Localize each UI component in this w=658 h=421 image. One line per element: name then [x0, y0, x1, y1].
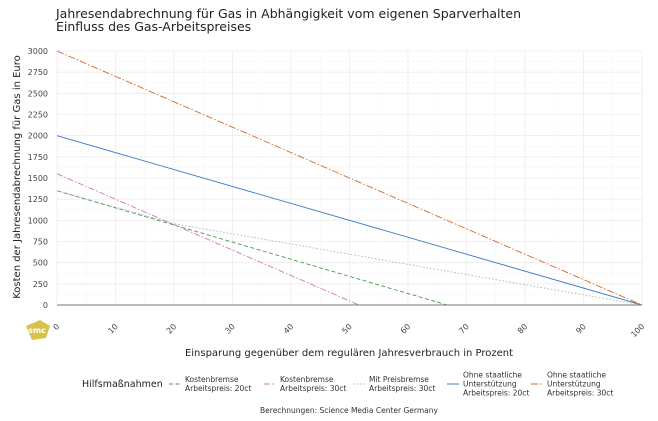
- x-tick-label: 80: [516, 322, 530, 336]
- x-tick-label: 70: [457, 322, 471, 336]
- y-tick-label: 2750: [28, 68, 48, 77]
- chart-subtitle: Einfluss des Gas-Arbeitspreises: [56, 19, 251, 34]
- logo-text: smc: [28, 326, 46, 335]
- chart-title: Jahresendabrechnung für Gas in Abhängigk…: [55, 6, 521, 21]
- legend-label: Unterstützung: [547, 380, 601, 389]
- legend-label: Kostenbremse: [280, 375, 334, 384]
- legend-label: Arbeitspreis: 30ct: [369, 384, 435, 393]
- y-tick-label: 0: [43, 301, 48, 310]
- x-tick-label: 40: [282, 322, 296, 336]
- y-tick-label: 250: [33, 280, 48, 289]
- smc-logo: smc: [26, 320, 50, 340]
- x-ticks: 0 10 20 30 40 50 60 70 80 90 100: [51, 322, 646, 339]
- legend-label: Mit Preisbremse: [369, 375, 429, 384]
- y-tick-label: 1000: [28, 216, 48, 225]
- y-tick-label: 2000: [28, 132, 48, 141]
- legend-label: Arbeitspreis: 30ct: [280, 384, 346, 393]
- y-tick-label: 1250: [28, 195, 48, 204]
- x-tick-label: 30: [223, 322, 237, 336]
- legend-label: Arbeitspreis: 30ct: [547, 389, 613, 398]
- y-axis-label: Kosten der Jahresendabrechnung für Gas i…: [12, 55, 23, 299]
- x-tick-label: 0: [51, 322, 61, 332]
- y-tick-label: 3000: [28, 47, 48, 56]
- legend-label: Arbeitspreis: 20ct: [185, 384, 251, 393]
- series-lines: [56, 50, 643, 306]
- series-line: [56, 190, 448, 306]
- y-tick-label: 2250: [28, 111, 48, 120]
- legend-label: Arbeitspreis: 20ct: [463, 389, 529, 398]
- legend-label: Ohne staatliche: [547, 371, 606, 380]
- y-tick-label: 750: [33, 238, 48, 247]
- legend-title: Hilfsmaßnahmen: [82, 379, 163, 390]
- caption: Berechnungen: Science Media Center Germa…: [260, 406, 438, 415]
- x-tick-label: 20: [165, 322, 179, 336]
- x-tick-label: 90: [574, 322, 588, 336]
- x-tick-label: 10: [106, 322, 120, 336]
- series-line: [56, 135, 643, 306]
- series-line: [56, 173, 360, 306]
- series-line: [56, 50, 643, 306]
- legend-label: Unterstützung: [463, 380, 517, 389]
- y-tick-label: 500: [33, 259, 48, 268]
- x-tick-label: 50: [340, 322, 354, 336]
- x-axis-label: Einsparung gegenüber dem regulären Jahre…: [185, 348, 513, 359]
- x-tick-label: 100: [629, 322, 646, 339]
- legend-label: Kostenbremse: [185, 375, 239, 384]
- x-tick-label: 60: [399, 322, 413, 336]
- y-ticks: 0 250 500 750 1000 1250 1500 1750 2000 2250 2500 27…: [28, 47, 48, 310]
- series-line: [56, 190, 643, 306]
- y-tick-label: 1750: [28, 153, 48, 162]
- legend-label: Ohne staatliche: [463, 371, 522, 380]
- logo-shape: [26, 320, 50, 340]
- y-tick-label: 1500: [28, 174, 48, 183]
- y-tick-label: 2500: [28, 89, 48, 98]
